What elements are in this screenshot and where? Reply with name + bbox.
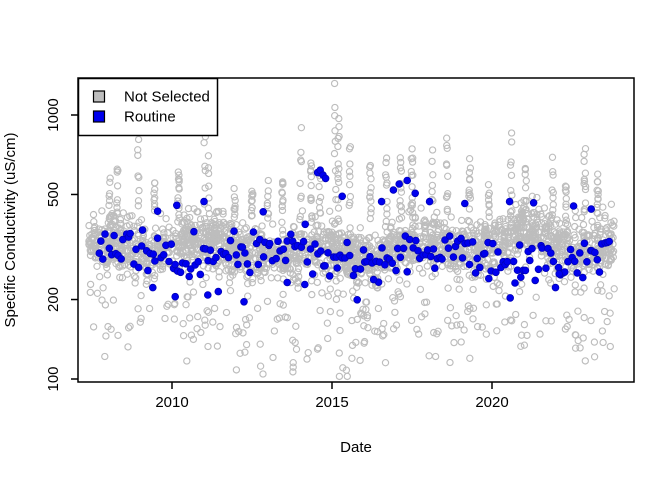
legend-swatch-not-selected	[92, 90, 106, 103]
data-points-layer	[85, 79, 618, 381]
series-routine	[95, 166, 613, 306]
plot-border	[77, 77, 635, 383]
legend-box	[77, 77, 219, 137]
legend-label-routine: Routine	[124, 109, 176, 126]
x-tick-label-2020: 2020	[475, 394, 508, 411]
y-tick-label-500: 500	[45, 182, 62, 207]
legend-swatch-routine	[92, 110, 106, 123]
x-tick-label-2010: 2010	[155, 394, 188, 411]
y-axis-title: Specific Conductivity (uS/cm)	[2, 132, 19, 327]
x-axis-title: Date	[340, 439, 372, 456]
legend: Not Selected Routine	[77, 77, 219, 137]
x-tick-label-2015: 2015	[315, 394, 348, 411]
legend-label-not-selected: Not Selected	[124, 89, 210, 106]
y-tick-label-200: 200	[45, 287, 62, 312]
y-tick-label-100: 100	[45, 366, 62, 391]
y-tick-label-1000: 1000	[45, 98, 62, 131]
